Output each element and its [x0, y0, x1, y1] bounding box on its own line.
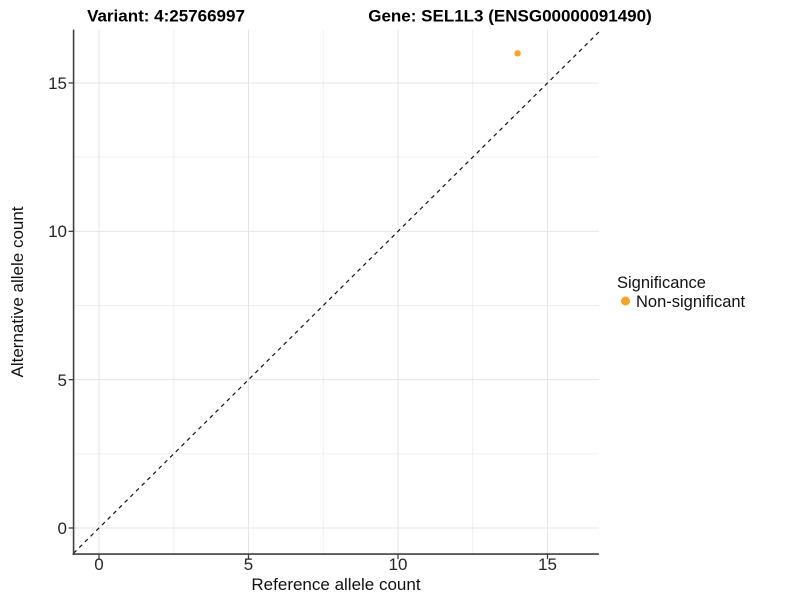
plot-title-variant: Variant: 4:25766997	[87, 7, 245, 26]
plot-title-gene: Gene: SEL1L3 (ENSG00000091490)	[368, 7, 651, 26]
data-point	[514, 50, 521, 57]
x-tick-label-0: 0	[94, 555, 103, 574]
y-tick-label-10: 10	[48, 222, 67, 241]
y-tick-label-15: 15	[48, 74, 67, 93]
x-axis-title: Reference allele count	[251, 575, 420, 594]
legend-item-label: Non-significant	[636, 293, 746, 311]
y-tick-label-5: 5	[58, 371, 67, 390]
x-tick-label-10: 10	[389, 555, 408, 574]
geoms	[73, 31, 600, 554]
identity-line	[73, 31, 600, 554]
legend-point-icon	[621, 296, 630, 306]
axes	[68, 29, 599, 560]
legend: Significance Non-significant	[617, 274, 746, 311]
y-tick-label-0: 0	[58, 519, 67, 538]
legend-title: Significance	[617, 274, 706, 292]
y-axis-title: Alternative allele count	[8, 206, 27, 377]
gridlines	[73, 29, 599, 555]
x-tick-label-15: 15	[538, 555, 557, 574]
x-tick-label-5: 5	[244, 555, 253, 574]
